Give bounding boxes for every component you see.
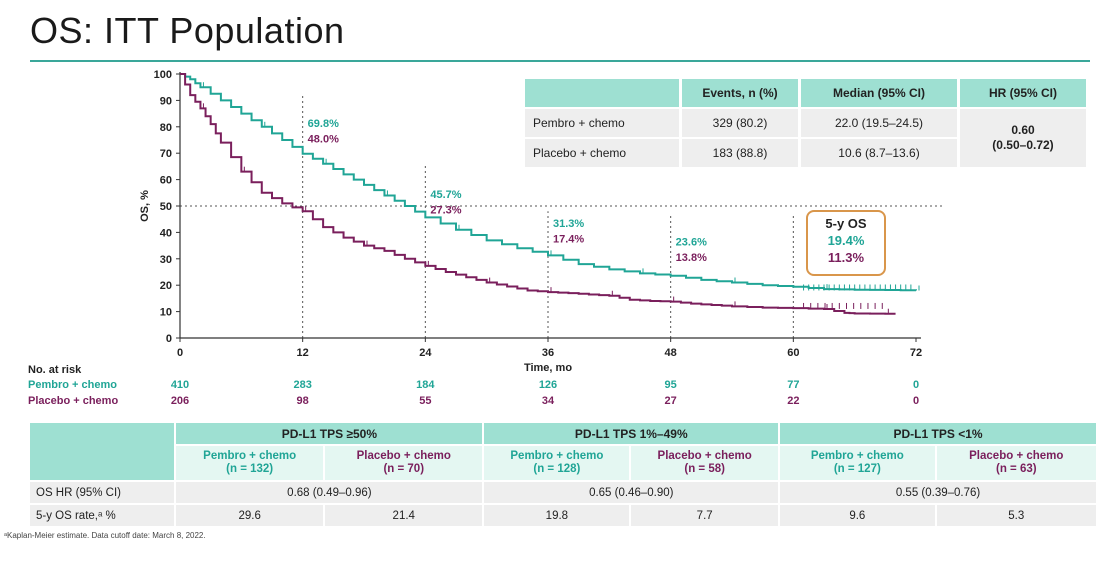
rate-value: 21.4 [325, 505, 483, 526]
y-tick-label: 10 [160, 307, 172, 319]
annotation-pembro: 45.7% [430, 189, 461, 201]
footnote: ᵃKaplan-Meier estimate. Data cutoff date… [4, 531, 206, 540]
at-risk-value-pembro: 410 [170, 379, 190, 391]
summary-header-blank [525, 79, 679, 107]
x-tick-label: 0 [177, 347, 183, 359]
five-year-os-box: 5-y OS 19.4% 11.3% [806, 210, 886, 276]
at-risk-value-placebo: 27 [664, 395, 677, 407]
series-line-placebo [180, 73, 896, 315]
hr-value: 0.68 (0.49–0.96) [176, 482, 483, 503]
hr-value: 0.65 (0.46–0.90) [484, 482, 779, 503]
x-tick-label: 60 [787, 347, 799, 359]
hr-value: 0.55 (0.39–0.76) [780, 482, 1096, 503]
five-year-os-heading: 5-y OS [825, 216, 867, 231]
at-risk-value-pembro: 283 [293, 379, 312, 391]
annotation-pembro: 31.3% [553, 218, 584, 230]
subgroup-header: PD-L1 TPS 1%–49% [484, 423, 779, 444]
subgroup-header: PD-L1 TPS ≥50% [176, 423, 483, 444]
x-tick-label: 24 [419, 347, 432, 359]
subgroup-header: PD-L1 TPS <1% [780, 423, 1096, 444]
summary-hr-cell: 0.60 (0.50–0.72) [960, 109, 1086, 167]
summary-events-pembro: 329 (80.2) [682, 109, 798, 137]
five-year-os-placebo: 11.3% [827, 250, 865, 265]
rate-value: 7.7 [631, 505, 779, 526]
summary-arm-placebo: Placebo + chemo [525, 139, 679, 167]
at-risk-value-pembro: 95 [664, 379, 677, 391]
x-tick-label: 72 [910, 347, 922, 359]
annotation-pembro: 23.6% [676, 237, 707, 249]
annotation-placebo: 27.3% [430, 205, 461, 217]
at-risk-value-placebo: 206 [170, 395, 190, 407]
at-risk-value-pembro: 126 [538, 379, 558, 391]
subgroup-arm-header: Placebo + chemo (n = 58) [631, 446, 779, 480]
summary-hr-ci: (0.50–0.72) [992, 138, 1054, 152]
y-tick-label: 80 [160, 122, 172, 134]
summary-hr-value: 0.60 [1011, 123, 1035, 137]
at-risk-pembro-label: Pembro + chemo [28, 379, 117, 391]
x-tick-label: 48 [665, 347, 677, 359]
y-tick-label: 20 [160, 280, 172, 292]
y-tick-label: 60 [160, 175, 172, 187]
y-axis-label: OS, % [139, 190, 151, 222]
at-risk-heading: No. at risk [28, 364, 82, 376]
title-divider [30, 60, 1090, 62]
y-tick-label: 100 [154, 69, 172, 81]
annotation-placebo: 13.8% [676, 252, 707, 264]
summary-table: Events, n (%) Median (95% CI) HR (95% CI… [522, 77, 1089, 169]
at-risk-placebo-label: Placebo + chemo [28, 395, 119, 407]
summary-events-placebo: 183 (88.8) [682, 139, 798, 167]
rate-value: 29.6 [176, 505, 324, 526]
y-tick-label: 90 [160, 95, 172, 107]
y-tick-label: 0 [166, 333, 172, 345]
subgroup-table: PD-L1 TPS ≥50% PD-L1 TPS 1%–49% PD-L1 TP… [28, 421, 1098, 528]
at-risk-value-placebo: 34 [541, 395, 555, 407]
subgroup-arm-header: Placebo + chemo (n = 70) [325, 446, 483, 480]
y-tick-label: 50 [160, 201, 172, 213]
summary-arm-pembro: Pembro + chemo [525, 109, 679, 137]
summary-header-hr: HR (95% CI) [960, 79, 1086, 107]
rate-value: 19.8 [484, 505, 630, 526]
summary-median-pembro: 22.0 (19.5–24.5) [801, 109, 957, 137]
km-chart: 0 10 20 30 40 50 60 70 80 90 100 0 12 24 36 48 60 72 Time,… [139, 69, 945, 374]
at-risk-value-placebo: 22 [787, 395, 800, 407]
at-risk-value-pembro: 184 [416, 379, 435, 391]
subgroup-arm-header: Pembro + chemo (n = 127) [780, 446, 935, 480]
subgroup-arm-header: Pembro + chemo (n = 132) [176, 446, 324, 480]
x-tick-label: 36 [542, 347, 554, 359]
at-risk-value-placebo: 55 [419, 395, 432, 407]
at-risk-value-placebo: 98 [296, 395, 309, 407]
y-tick-label: 30 [160, 254, 172, 266]
rate-value: 5.3 [936, 505, 1096, 526]
at-risk-value-pembro: 0 [912, 379, 920, 391]
y-tick-label: 40 [160, 227, 172, 239]
annotation-placebo: 48.0% [308, 133, 339, 145]
summary-header-median: Median (95% CI) [801, 79, 957, 107]
at-risk-value-placebo: 0 [912, 395, 920, 407]
at-risk-value-pembro: 77 [787, 379, 800, 391]
five-year-os-pembro: 19.4% [827, 233, 865, 248]
x-tick-label: 12 [297, 347, 309, 359]
series-line-pembro [180, 73, 917, 292]
rate-value: 9.6 [780, 505, 935, 526]
summary-median-placebo: 10.6 (8.7–13.6) [801, 139, 957, 167]
page-title: OS: ITT Population [30, 10, 345, 51]
subgroup-arm-header: Placebo + chemo (n = 63) [936, 446, 1096, 480]
annotation-pembro: 69.8% [308, 118, 339, 130]
x-axis-label: Time, mo [524, 362, 572, 374]
hr-row-label: OS HR (95% CI) [30, 482, 175, 503]
y-tick-label: 70 [160, 148, 172, 160]
subgroup-arm-header: Pembro + chemo (n = 128) [484, 446, 630, 480]
summary-header-events: Events, n (%) [682, 79, 798, 107]
annotation-placebo: 17.4% [553, 234, 584, 246]
rate-row-label: 5-y OS rate,ᵃ % [30, 505, 175, 526]
subgroup-corner [30, 423, 175, 480]
